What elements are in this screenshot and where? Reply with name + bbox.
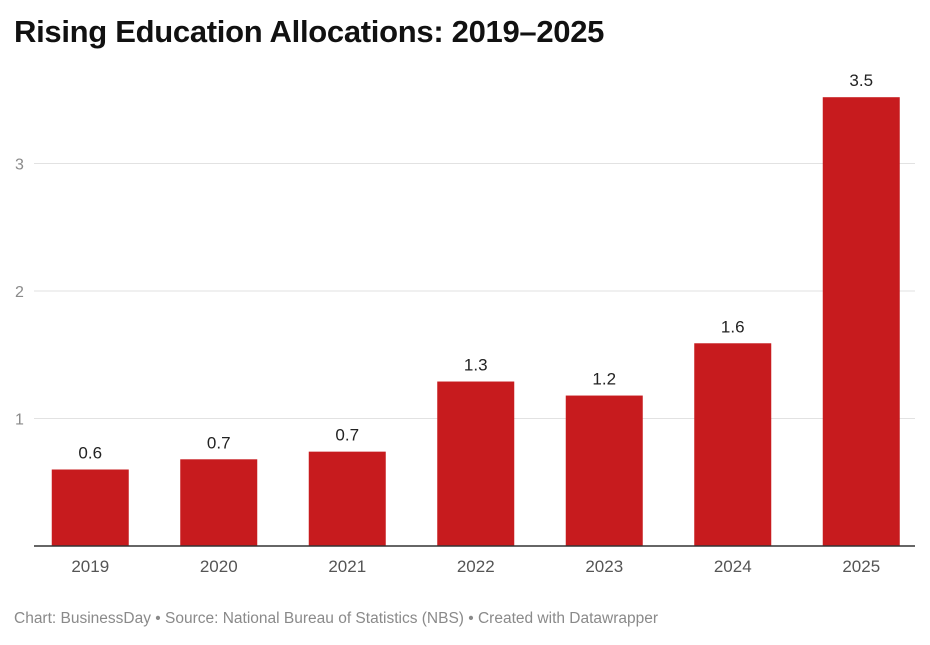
- bar-2022: [437, 381, 515, 546]
- x-tick-label: 2022: [457, 557, 495, 576]
- bar-2023: [565, 395, 643, 546]
- x-tick-label: 2021: [328, 557, 366, 576]
- y-tick-label: 1: [15, 412, 24, 429]
- bar-2019: [51, 469, 129, 546]
- bar-2025: [822, 97, 900, 546]
- x-tick-label: 2019: [71, 557, 109, 576]
- value-label: 3.5: [849, 71, 873, 90]
- x-tick-label: 2024: [714, 557, 752, 576]
- y-tick-label: 3: [15, 157, 24, 174]
- y-tick-label: 2: [15, 284, 24, 301]
- value-label: 1.3: [464, 356, 488, 375]
- bars: [51, 97, 900, 546]
- bar-2020: [180, 459, 258, 546]
- gridlines: [34, 163, 915, 419]
- value-label: 0.7: [335, 426, 359, 445]
- x-tick-label: 2020: [200, 557, 238, 576]
- bar-2021: [308, 451, 386, 546]
- bar-2024: [694, 343, 772, 546]
- value-label: 0.7: [207, 433, 231, 452]
- x-tick-label: 2023: [585, 557, 623, 576]
- chart-title: Rising Education Allocations: 2019–2025: [14, 14, 605, 49]
- value-label: 0.6: [78, 444, 102, 463]
- x-tick-label: 2025: [842, 557, 880, 576]
- value-label: 1.2: [592, 370, 616, 389]
- labels: 1 2 3 0.6 2019 0.7 2020 0.7 2021 1.3 2022 1.2 2023 1.…: [15, 71, 880, 576]
- chart-footer: Chart: BusinessDay • Source: National Bu…: [14, 610, 659, 627]
- value-label: 1.6: [721, 317, 745, 336]
